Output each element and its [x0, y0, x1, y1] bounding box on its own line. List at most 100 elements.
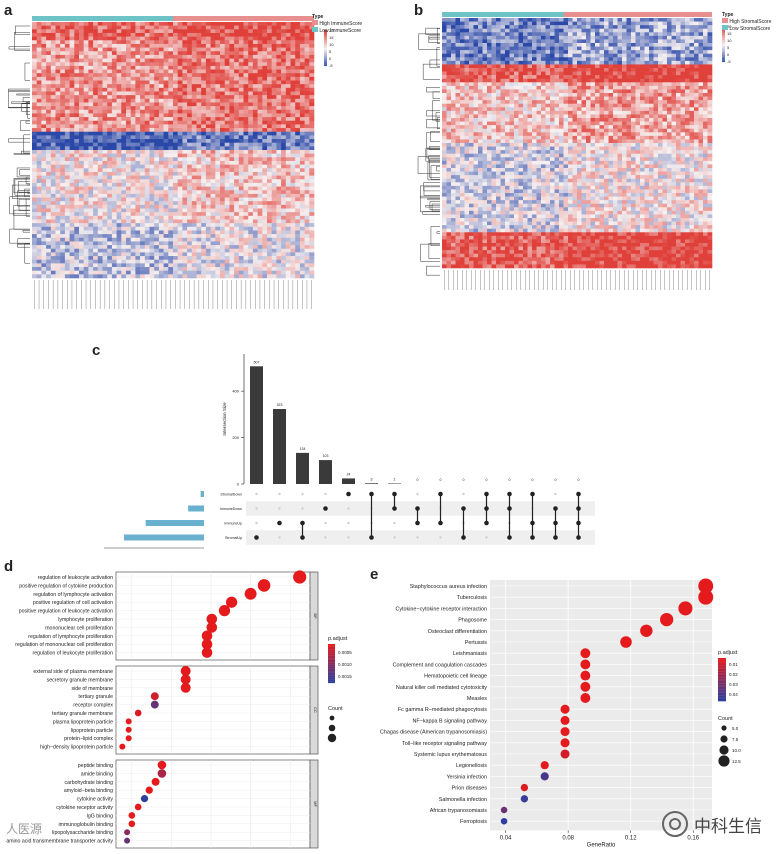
term-dot — [640, 625, 652, 637]
color-scale-tick: 10 — [329, 42, 334, 47]
color-scale-swatch — [722, 44, 725, 46]
dendrogram-branch — [9, 47, 30, 49]
dendrogram-branch — [14, 210, 30, 229]
matrix-row-bg — [246, 530, 595, 545]
facet-strip-label: CC — [313, 707, 318, 713]
bar-value-label: 0 — [463, 478, 465, 482]
dendrogram-branch — [14, 32, 30, 50]
term-dot — [124, 838, 130, 844]
color-legend-swatch — [718, 674, 726, 675]
dendrogram-branch — [437, 166, 440, 171]
term-label: regulation of leukocyte activation — [38, 575, 113, 581]
dendrogram-branch — [426, 266, 440, 275]
dendrogram-branch — [26, 121, 30, 123]
color-legend-swatch — [328, 665, 335, 666]
matrix-dot — [323, 506, 328, 511]
term-label: Systemic lupus erythematosus — [414, 752, 487, 758]
dendrogram-branch — [17, 94, 30, 95]
term-dot — [126, 735, 132, 741]
size-legend-tick: 10.0 — [732, 748, 741, 753]
x-tick-label: 0.12 — [625, 835, 637, 841]
color-scale-swatch — [722, 57, 725, 59]
term-dot — [141, 795, 148, 802]
color-legend-swatch — [718, 681, 726, 682]
matrix-row-bg — [246, 501, 595, 516]
legend-high-row: High ImmuneScore — [312, 20, 362, 27]
matrix-dot — [485, 536, 487, 538]
bar-value-label: 0 — [440, 478, 442, 482]
term-dot — [202, 647, 213, 658]
color-scale-swatch — [324, 57, 327, 59]
color-legend-swatch — [328, 651, 335, 652]
term-label: secretory granule membrane — [47, 677, 113, 683]
color-scale-swatch — [324, 50, 327, 52]
color-legend-swatch — [718, 678, 726, 679]
term-label: Toll−like receptor signaling pathway — [402, 741, 487, 747]
dendrogram-branch — [429, 36, 440, 43]
dendrogram-branch — [23, 230, 30, 232]
dendrogram-branch — [24, 135, 30, 153]
color-scale-swatch — [324, 44, 327, 46]
term-dot — [135, 710, 142, 717]
color-scale-swatch — [324, 35, 327, 37]
matrix-dot — [255, 522, 257, 524]
color-legend-swatch — [328, 653, 335, 654]
term-label: lymphocyte proliferation — [58, 617, 113, 623]
dendrogram-branch — [23, 97, 30, 101]
color-legend-swatch — [718, 686, 726, 687]
color-scale-swatch — [324, 52, 327, 54]
term-label: mononuclear cell proliferation — [45, 625, 113, 631]
term-label: Osteoclast differentiation — [428, 629, 487, 635]
legend-low-label: Low ImmuneScore — [319, 28, 361, 34]
term-label: lipopolysaccharide binding — [52, 830, 113, 836]
term-label: tertiary granule membrane — [52, 711, 113, 717]
matrix-dot — [277, 521, 282, 526]
wechat-logo-icon — [662, 811, 688, 837]
intersection-bar — [365, 483, 378, 484]
color-scale-swatch — [324, 48, 327, 50]
term-dot — [678, 601, 692, 615]
color-legend-title: p.adjust — [718, 650, 738, 656]
term-dot — [521, 784, 528, 791]
term-dot — [580, 659, 590, 669]
color-legend-swatch — [718, 690, 726, 691]
dendrogram-branch — [17, 244, 30, 247]
term-label: IgG binding — [86, 813, 113, 819]
color-legend-swatch — [328, 647, 335, 648]
dendrogram-branch — [421, 244, 440, 261]
term-dot — [580, 648, 590, 658]
term-label: African trypanosomiasis — [430, 808, 488, 814]
legend-low-row: Low StromalScore — [722, 25, 771, 32]
color-legend-tick: 0.01 — [729, 662, 738, 667]
color-legend-swatch — [718, 687, 726, 688]
color-legend-swatch — [718, 700, 726, 701]
term-label: Salmonella infection — [439, 797, 487, 803]
bar-value-label: 0 — [532, 478, 534, 482]
color-scale-tick: 0 — [329, 56, 332, 61]
term-label: protein−lipid complex — [64, 736, 113, 742]
color-legend-swatch — [328, 673, 335, 674]
term-dot — [580, 693, 590, 703]
heatmap-b-legend: Type High StromalScore Low StromalScore — [722, 12, 771, 32]
color-scale-swatch — [324, 53, 327, 55]
color-legend-swatch — [328, 662, 335, 663]
color-scale-tick: 15 — [329, 35, 334, 40]
color-scale-swatch — [324, 41, 327, 43]
term-dot — [541, 761, 549, 769]
term-dot — [620, 636, 632, 648]
color-legend-tick: 0.02 — [729, 672, 738, 677]
term-dot — [521, 795, 528, 802]
kegg-dotplot-svg: Staphylococcus aureus infectionTuberculo… — [366, 576, 784, 849]
color-scale-swatch — [722, 37, 725, 39]
color-legend-swatch — [718, 684, 726, 685]
dendrogram-branch — [17, 168, 30, 177]
annotation-high — [173, 16, 314, 21]
color-legend-swatch — [718, 664, 726, 665]
term-dot — [151, 692, 159, 700]
size-legend-dot — [328, 734, 336, 742]
